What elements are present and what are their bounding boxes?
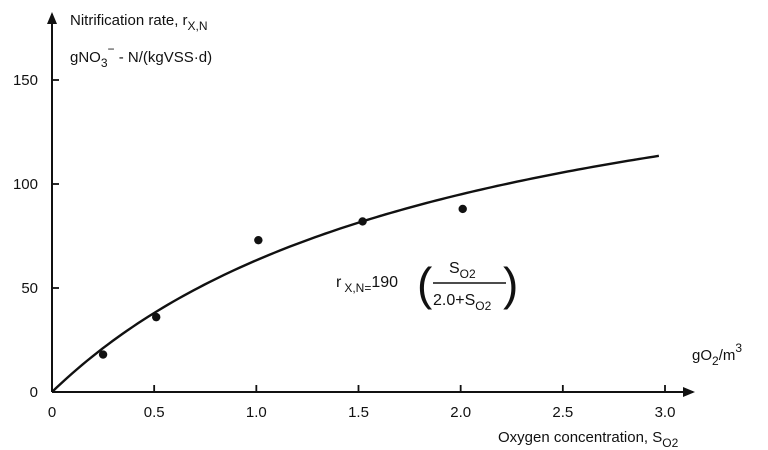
data-point	[152, 312, 161, 322]
y-ticks: 0 50 100 150	[13, 72, 59, 401]
formula-lhs: r X,N=190	[336, 274, 398, 295]
formula-right-paren: )	[503, 258, 518, 310]
y-tick-label: 150	[13, 72, 38, 89]
x-tick-label: 3.0	[655, 404, 676, 421]
x-tick-label: 2.5	[552, 404, 573, 421]
x-tick-label: 1.5	[348, 404, 369, 421]
data-point	[254, 235, 263, 245]
y-axis-title-line2: gNO3− - N/(kgVSS·d)	[70, 42, 212, 70]
formula-left-paren: (	[417, 258, 433, 310]
x-tick-label: 1.0	[246, 404, 267, 421]
formula-annotation: r X,N=190 ( SO2 2.0+SO2 )	[336, 258, 518, 313]
y-tick-label: 0	[30, 384, 38, 401]
data-point	[458, 204, 467, 214]
x-axis-unit: gO2/m3	[692, 341, 742, 368]
x-tick-label: 2.0	[450, 404, 471, 421]
x-tick-label: 0	[48, 404, 56, 421]
data-point	[98, 350, 108, 359]
x-tick-label: 0.5	[144, 404, 165, 421]
y-tick-label: 100	[13, 176, 38, 193]
y-tick-label: 50	[21, 280, 38, 297]
data-points	[98, 204, 467, 359]
x-ticks: 0 0.5 1.0 1.5 2.0 2.5 3.0	[48, 385, 676, 421]
y-axis-title-line1: Nitrification rate, rX,N	[70, 12, 208, 33]
x-axis-title: Oxygen concentration, SO2	[498, 429, 679, 450]
formula-numerator: SO2	[449, 260, 476, 281]
formula-denominator: 2.0+SO2	[433, 292, 492, 313]
data-point	[358, 217, 367, 226]
fit-curve	[51, 154, 660, 393]
